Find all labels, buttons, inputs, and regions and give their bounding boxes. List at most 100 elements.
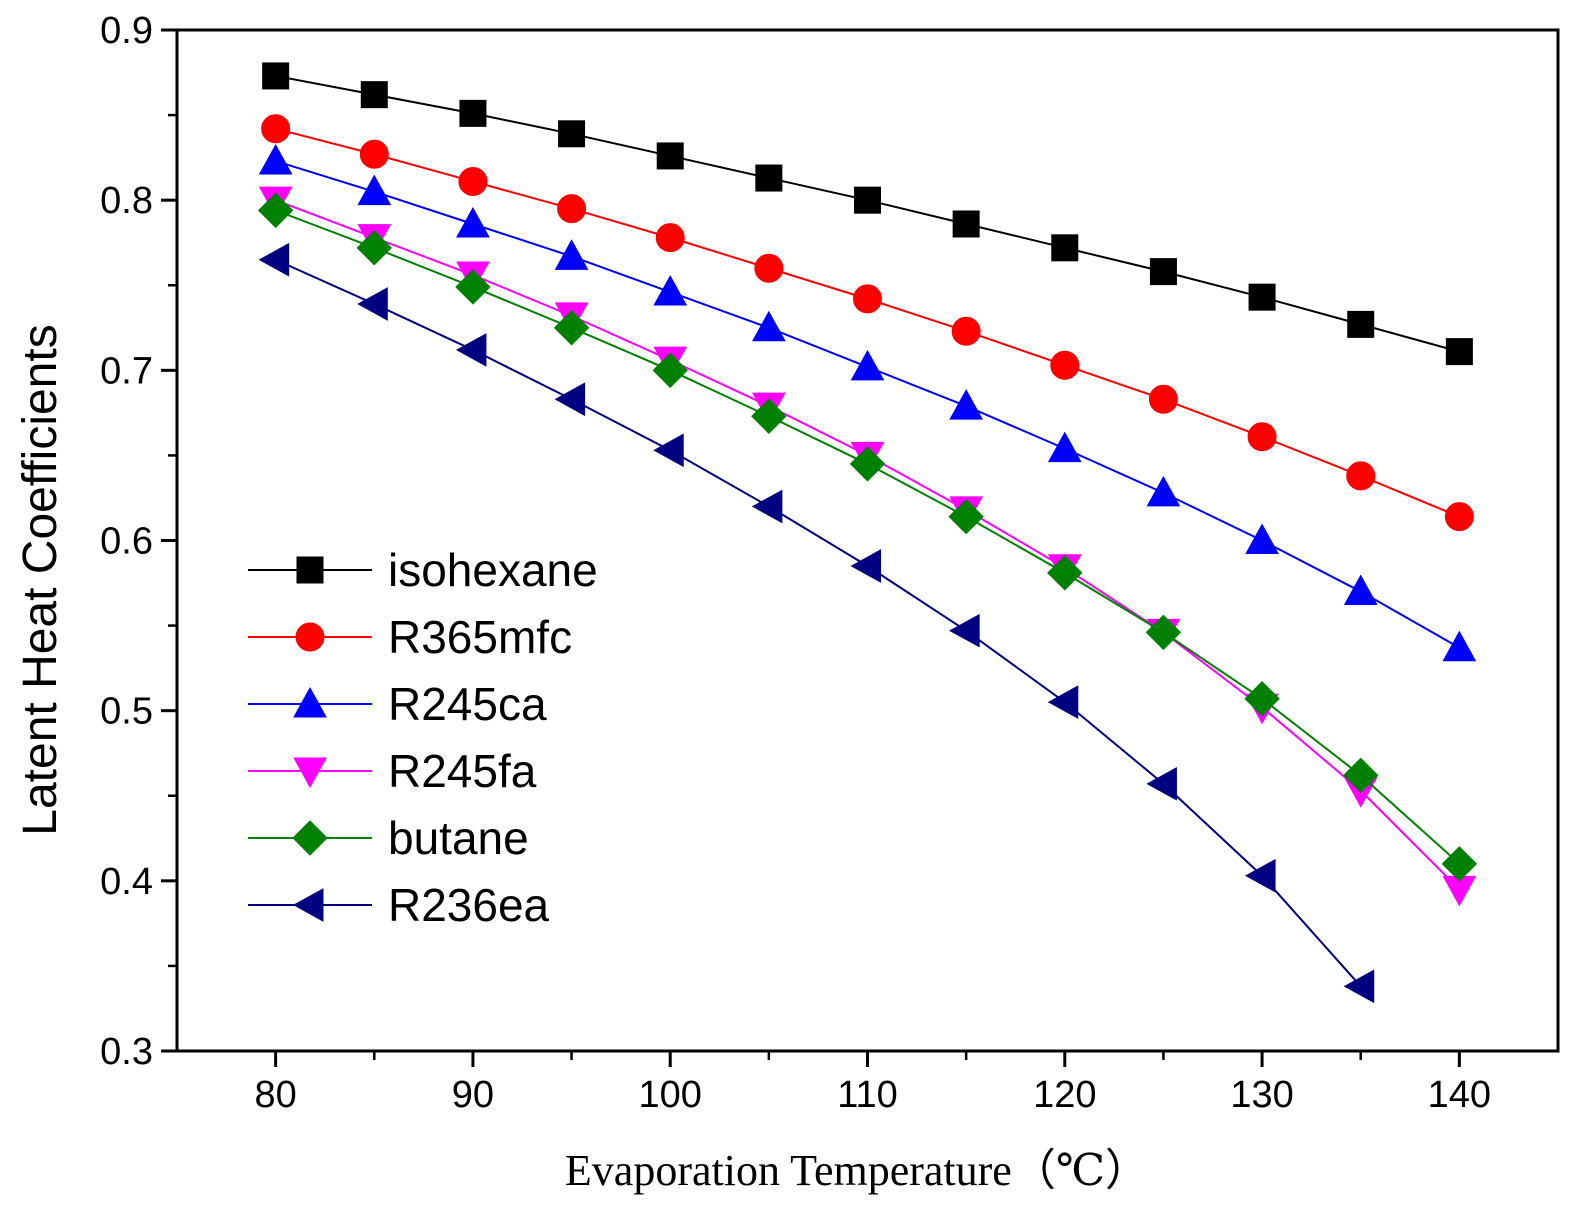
series-isohexane [262,62,1473,366]
data-point [261,114,291,144]
data-point [1347,310,1375,338]
legend-marker [296,556,324,584]
data-point [258,143,293,175]
data-point [1248,283,1276,311]
data-point [849,446,886,482]
legend: isohexane R365mfc R245ca R245fa butane R236ea [248,544,598,931]
data-point [557,194,587,224]
data-point [1343,757,1379,794]
data-point [1442,630,1477,662]
data-point [952,210,980,238]
y-tick-label: 0.7 [100,350,153,392]
data-point [554,239,589,270]
series-line [275,258,1362,988]
data-point [1146,766,1177,801]
data-point [459,99,487,127]
data-point [357,174,392,206]
data-point [653,433,684,468]
series-layer [257,62,1478,1004]
data-point [1441,846,1478,882]
data-point [754,253,784,283]
data-point [1149,258,1177,286]
data-point [1245,523,1279,554]
data-point [554,382,586,417]
data-point [949,389,983,420]
y-tick-label: 0.3 [100,1031,153,1073]
data-point [357,287,388,321]
legend-label: isohexane [388,544,598,596]
data-point [1050,350,1080,380]
y-axis: 0.3 0.4 0.5 0.6 0.7 0.8 0.9 [100,10,177,1073]
legend-label: R236ea [388,879,550,931]
data-point [456,206,490,238]
legend-label: R245fa [388,745,537,797]
legend-label: R365mfc [388,611,572,663]
legend-item: R365mfc [248,611,572,663]
data-point [455,269,491,305]
data-point [553,310,590,346]
data-point [1343,969,1375,1004]
x-tick-label: 100 [639,1074,702,1116]
legend-item: R245fa [248,745,537,797]
x-axis-label: Evaporation Temperature（℃） [565,1146,1149,1195]
x-tick-label: 120 [1033,1074,1096,1116]
y-tick-label: 0.8 [100,180,153,222]
data-point [854,186,881,214]
data-point [653,275,688,306]
x-tick-label: 80 [255,1074,297,1116]
data-point [1346,461,1376,491]
y-tick-label: 0.4 [100,861,153,903]
data-point [948,498,984,535]
data-point [751,489,783,524]
data-point [1148,384,1178,414]
data-point [257,192,294,229]
data-point [558,120,586,148]
data-point [258,242,290,277]
data-point [1146,475,1181,507]
legend-marker [292,820,328,856]
legend-label: R245ca [388,678,547,730]
data-point [455,333,487,367]
legend-item: R245ca [248,678,547,730]
data-point [850,549,881,583]
data-point [951,316,981,346]
data-point [656,142,684,170]
series-R365mfc [261,114,1474,532]
data-point [652,352,688,389]
legend-marker [293,757,327,789]
data-point [1247,422,1277,452]
legend-item: R236ea [248,879,550,931]
data-point [1244,681,1280,717]
y-axis-label: Latent Heat Coefficients [14,324,67,835]
data-point [1051,234,1079,262]
data-point [1343,574,1378,606]
data-point [1047,555,1083,591]
y-tick-label: 0.9 [100,10,153,52]
series-R245ca [258,143,1477,662]
data-point [1047,685,1079,720]
data-point [655,223,685,253]
data-point [356,230,392,266]
series-butane [257,192,1478,882]
data-point [360,81,388,109]
legend-label: butane [388,812,529,864]
x-tick-label: 130 [1230,1074,1293,1116]
data-point [853,284,882,314]
data-point [755,164,783,192]
series-R236ea [258,242,1375,1004]
data-point [262,62,290,90]
data-point [1047,431,1082,463]
data-point [359,139,389,169]
data-point [1245,858,1276,893]
legend-marker [295,622,325,652]
data-point [1445,338,1473,366]
y-tick-label: 0.6 [100,521,153,563]
legend-marker [293,686,327,718]
data-point [458,166,488,196]
x-axis: 80 90 100 110 120 130 140 [255,1051,1491,1116]
x-tick-label: 90 [452,1074,494,1116]
data-point [1444,502,1474,532]
legend-marker [292,888,324,922]
